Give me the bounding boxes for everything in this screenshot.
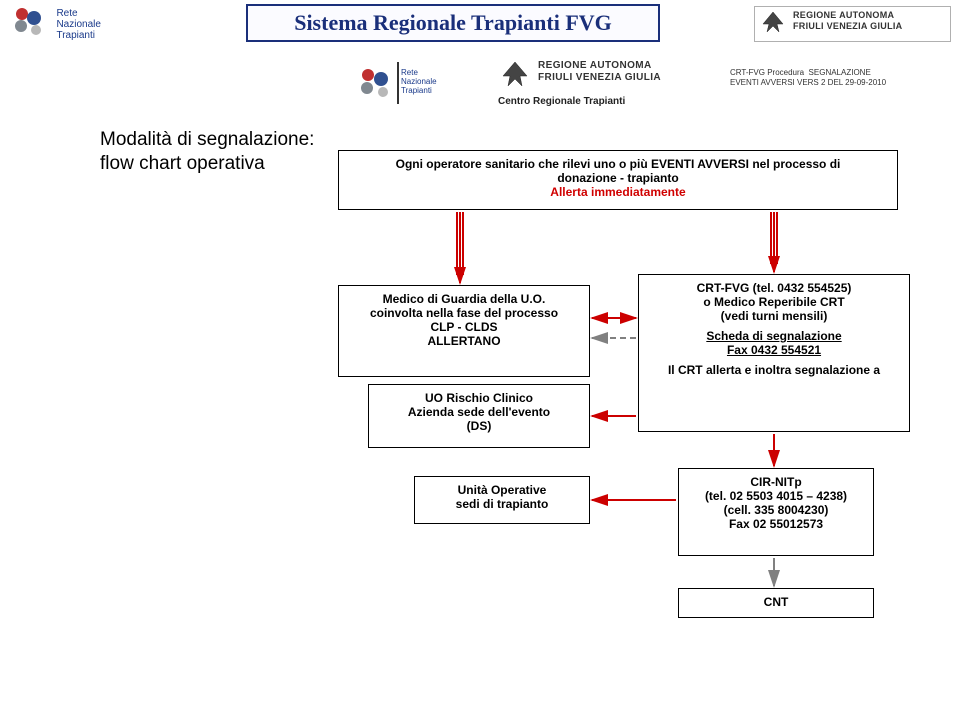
flow-node-med: Medico di Guardia della U.O.coinvolta ne… bbox=[338, 285, 590, 377]
logo-dots-icon bbox=[355, 66, 395, 107]
logo-right-l2: FRIULI VENEZIA GIULIA bbox=[793, 21, 902, 31]
page: Rete Nazionale Trapianti Sistema Regiona… bbox=[0, 0, 959, 705]
header: Rete Nazionale Trapianti Sistema Regiona… bbox=[0, 0, 959, 46]
logo-right-l1: REGIONE AUTONOMA bbox=[793, 10, 894, 20]
section-title: Modalità di segnalazione: flow chart ope… bbox=[100, 128, 314, 176]
procedure-text: CRT-FVG Procedura SEGNALAZIONE EVENTI AV… bbox=[730, 68, 886, 88]
eagle-icon bbox=[498, 60, 532, 90]
flow-node-cnt: CNT bbox=[678, 588, 874, 618]
sub-logo-regione: REGIONE AUTONOMA FRIULI VENEZIA GIULIA C… bbox=[498, 58, 718, 108]
sub-logo2-text: REGIONE AUTONOMA FRIULI VENEZIA GIULIA bbox=[538, 60, 661, 84]
logo-regione: REGIONE AUTONOMA FRIULI VENEZIA GIULIA bbox=[754, 6, 951, 42]
flowchart: Ogni operatore sanitario che rilevi uno … bbox=[300, 150, 940, 700]
flow-node-crt: CRT-FVG (tel. 0432 554525)o Medico Reper… bbox=[638, 274, 910, 432]
sub-logo2-l1: REGIONE AUTONOMA bbox=[538, 60, 652, 71]
flow-node-cir: CIR-NITp(tel. 02 5503 4015 – 4238)(cell.… bbox=[678, 468, 874, 556]
eagle-icon bbox=[759, 10, 787, 36]
logo-dots-icon bbox=[10, 6, 48, 43]
logo-right-text: REGIONE AUTONOMA FRIULI VENEZIA GIULIA bbox=[793, 10, 902, 32]
logo-rete-nazionale: Rete Nazionale Trapianti bbox=[10, 6, 145, 40]
sub-logo1-text: Rete Nazionale Trapianti bbox=[401, 68, 437, 95]
flow-node-uo: UO Rischio ClinicoAzienda sede dell'even… bbox=[368, 384, 590, 448]
page-title: Sistema Regionale Trapianti FVG bbox=[294, 10, 612, 35]
page-title-box: Sistema Regionale Trapianti FVG bbox=[246, 4, 660, 42]
sub-logo-rete: Rete Nazionale Trapianti bbox=[355, 62, 445, 107]
logo-left-text: Rete Nazionale Trapianti bbox=[56, 8, 100, 41]
flow-node-top: Ogni operatore sanitario che rilevi uno … bbox=[338, 150, 898, 210]
divider bbox=[397, 62, 399, 104]
sub-logo2-l2: FRIULI VENEZIA GIULIA bbox=[538, 72, 661, 83]
flow-node-sedi: Unità Operativesedi di trapianto bbox=[414, 476, 590, 524]
sub-logo2-sub: Centro Regionale Trapianti bbox=[498, 96, 625, 107]
